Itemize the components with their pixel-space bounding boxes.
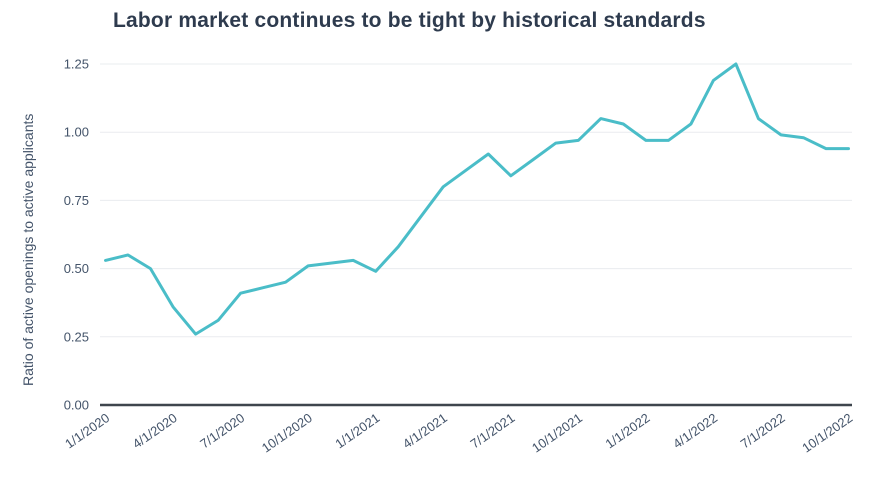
x-tick-label: 1/1/2020 [62, 410, 112, 451]
x-tick-label: 1/1/2022 [603, 410, 653, 451]
chart-title: Labor market continues to be tight by hi… [113, 9, 706, 32]
x-tick-label: 10/1/2021 [529, 410, 585, 455]
x-tick-label: 10/1/2020 [259, 410, 315, 455]
y-tick-label: 0.25 [64, 329, 89, 344]
y-tick-label: 1.00 [64, 125, 89, 140]
x-tick-label: 4/1/2021 [400, 410, 450, 451]
series-line [104, 62, 850, 336]
x-tick-label: 7/1/2022 [738, 410, 788, 451]
y-tick-label: 0.00 [64, 398, 89, 413]
x-tick-label: 1/1/2021 [332, 410, 382, 451]
x-tick-label: 10/1/2022 [799, 410, 855, 455]
x-tick-label: 4/1/2022 [670, 410, 720, 451]
y-tick-label: 0.75 [64, 193, 89, 208]
y-tick-label: 1.25 [64, 57, 89, 72]
y-tick-label: 0.50 [64, 261, 89, 276]
x-tick-label: 7/1/2020 [197, 410, 247, 451]
x-tick-label: 4/1/2020 [130, 410, 180, 451]
x-tick-label: 7/1/2021 [467, 410, 517, 451]
